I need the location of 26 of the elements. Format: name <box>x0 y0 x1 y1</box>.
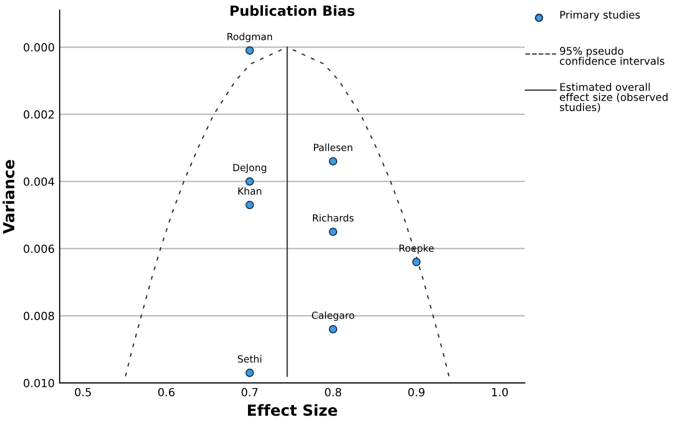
annotation: Sethi <box>238 355 262 363</box>
x-axis-title: Effect Size <box>248 404 338 416</box>
legend-label: Estimated overall effect size (observed studies) <box>560 82 668 112</box>
annotation: Pallesen <box>314 144 352 152</box>
annotation: Richards <box>313 214 354 222</box>
y-axis-title: Variance <box>2 160 14 234</box>
x-tick-label: 0.8 <box>324 388 342 396</box>
y-tick-label: 0.008 <box>24 312 54 320</box>
y-tick-label: 0.010 <box>24 378 54 388</box>
x-tick-label: 0.5 <box>74 388 91 396</box>
x-tick-label: 0.6 <box>158 388 174 396</box>
annotation: Khan <box>238 187 262 195</box>
annotation: Rodgman <box>228 32 272 42</box>
annotation: Roepke <box>400 244 434 254</box>
annotation: DeJong <box>233 164 266 174</box>
x-tick-label: 0.9 <box>408 388 424 396</box>
legend-label: 95% pseudo confidence intervals <box>560 46 664 65</box>
y-tick-label: 0.004 <box>24 177 54 186</box>
y-tick-label: 0.002 <box>24 110 54 119</box>
x-tick-label: 1.0 <box>492 388 508 396</box>
annotation: Calegaro <box>312 311 354 321</box>
y-tick-label: 0.006 <box>24 244 54 253</box>
x-tick-label: 0.7 <box>242 388 258 396</box>
legend-label: Primary studies <box>560 10 640 21</box>
y-tick-label: 0.000 <box>24 43 54 52</box>
chart-title: Publication Bias <box>230 5 354 16</box>
